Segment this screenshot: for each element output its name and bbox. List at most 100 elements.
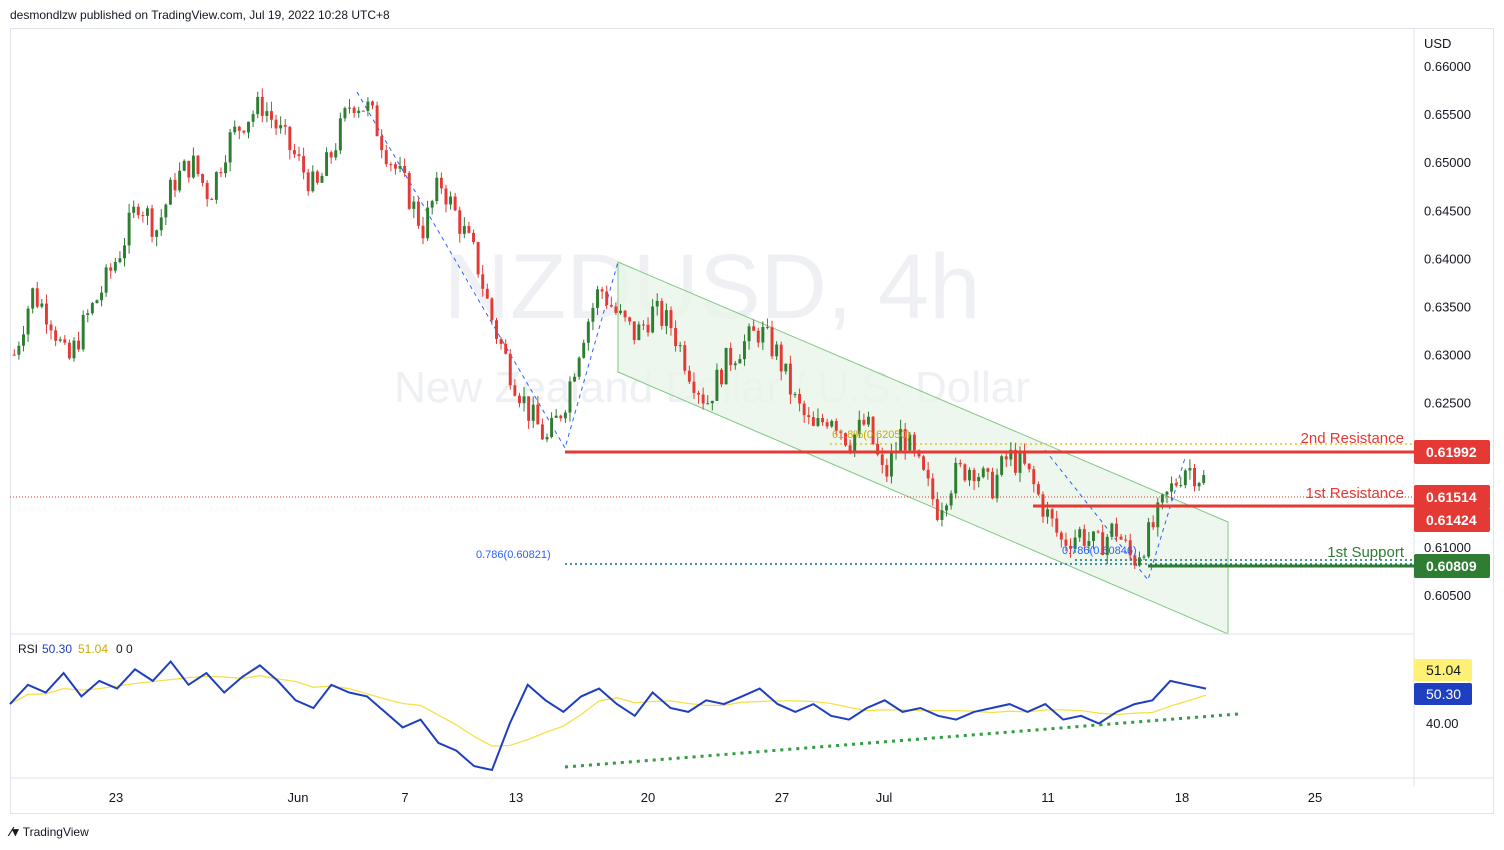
last-price-value: 0.61514 [1426,489,1477,505]
candle-up [214,172,218,200]
candle-down [1059,532,1063,540]
candle-down [495,320,498,340]
candle-down [136,206,140,216]
candle-up [155,230,159,237]
second-resistance-value: 0.61992 [1426,444,1477,460]
candle-up [430,201,434,208]
candle-up [655,300,659,307]
candle-down [499,339,503,344]
footer-brand: TradingView [22,825,89,839]
first-resistance-value: 0.61424 [1426,512,1477,528]
candle-up [678,345,682,347]
candle-down [687,370,691,382]
candle-down [674,328,678,347]
candle-up [123,245,126,259]
price-tick-label: 0.64000 [1424,251,1471,266]
candle-down [1193,467,1196,487]
candle-up [853,434,857,452]
candle-up [651,306,655,333]
candle-up [582,342,586,358]
candle-down [752,326,756,331]
candle-down [1032,469,1036,485]
candle-down [765,327,769,329]
candle-up [545,437,549,440]
candle-up [168,179,172,205]
candle-up [591,307,595,322]
candle-up [159,217,163,231]
candle-up [577,357,581,377]
candle-up [596,289,599,308]
rsi-badge [1414,683,1472,705]
candles-group [12,88,1206,570]
first-resistance-label: 1st Resistance [1306,485,1404,502]
candle-down [692,381,696,393]
candle-up [113,262,117,271]
candle-up [325,152,329,176]
candle-down [614,306,618,313]
candle-up [1046,509,1050,517]
footer: ⁄▾ TradingView [10,824,89,840]
time-tick-label: 27 [775,790,789,805]
candle-down [972,469,976,482]
price-tick-label: 0.61000 [1424,540,1471,555]
candle-down [315,171,319,183]
candle-down [389,164,393,166]
zigzag-dashed-line-2 [1044,449,1186,582]
candle-down [173,179,177,191]
candle-up [733,363,737,366]
candle-down [380,136,384,151]
candle-up [412,201,416,209]
first-resistance-badge [1414,508,1490,532]
price-tick-label: 0.65000 [1424,155,1471,170]
candle-down [187,160,191,178]
candle-up [949,493,953,506]
candle-down [292,150,296,155]
candle-down [352,107,356,114]
candle-down [283,125,287,127]
candle-up [1000,456,1004,475]
candle-down [242,130,246,133]
candle-down [141,215,145,217]
tradingview-logo-icon: ⁄▾ [10,824,19,839]
candle-down [623,310,627,318]
candle-down [600,289,604,292]
time-tick-label: 7 [401,790,408,805]
candle-down [1027,463,1031,470]
candle-down [1055,518,1059,533]
publish-info: desmondlzw published on TradingView.com,… [10,8,390,22]
candle-down [109,267,113,271]
candle-down [12,354,16,356]
candle-up [40,303,44,307]
candle-down [476,242,480,275]
candle-down [375,105,379,137]
candle-up [348,107,352,109]
candle-down [697,392,701,395]
candle-down [472,232,475,243]
candle-up [1110,523,1114,537]
candle-up [398,165,402,169]
candle-down [729,347,733,366]
candle-up [72,340,76,359]
candle-down [361,110,365,112]
candle-up [251,114,255,122]
candle-down [935,499,939,520]
candle-up [715,369,719,401]
rsi-ma-legend: 51.04 [78,642,108,656]
candle-up [311,171,315,192]
candle-up [940,510,944,520]
candle-up [889,452,893,477]
candle-down [788,363,792,395]
candle-down [384,150,388,165]
rsi-badge-value: 50.30 [1426,686,1461,702]
candle-up [1183,470,1187,486]
candle-down [876,443,880,455]
candle-down [825,422,829,427]
candle-down [44,303,48,325]
candle-up [1188,467,1192,471]
candle-down [407,172,411,209]
candle-down [504,343,508,354]
candle-up [279,125,283,129]
candle-up [118,258,122,263]
candle-down [371,101,374,106]
